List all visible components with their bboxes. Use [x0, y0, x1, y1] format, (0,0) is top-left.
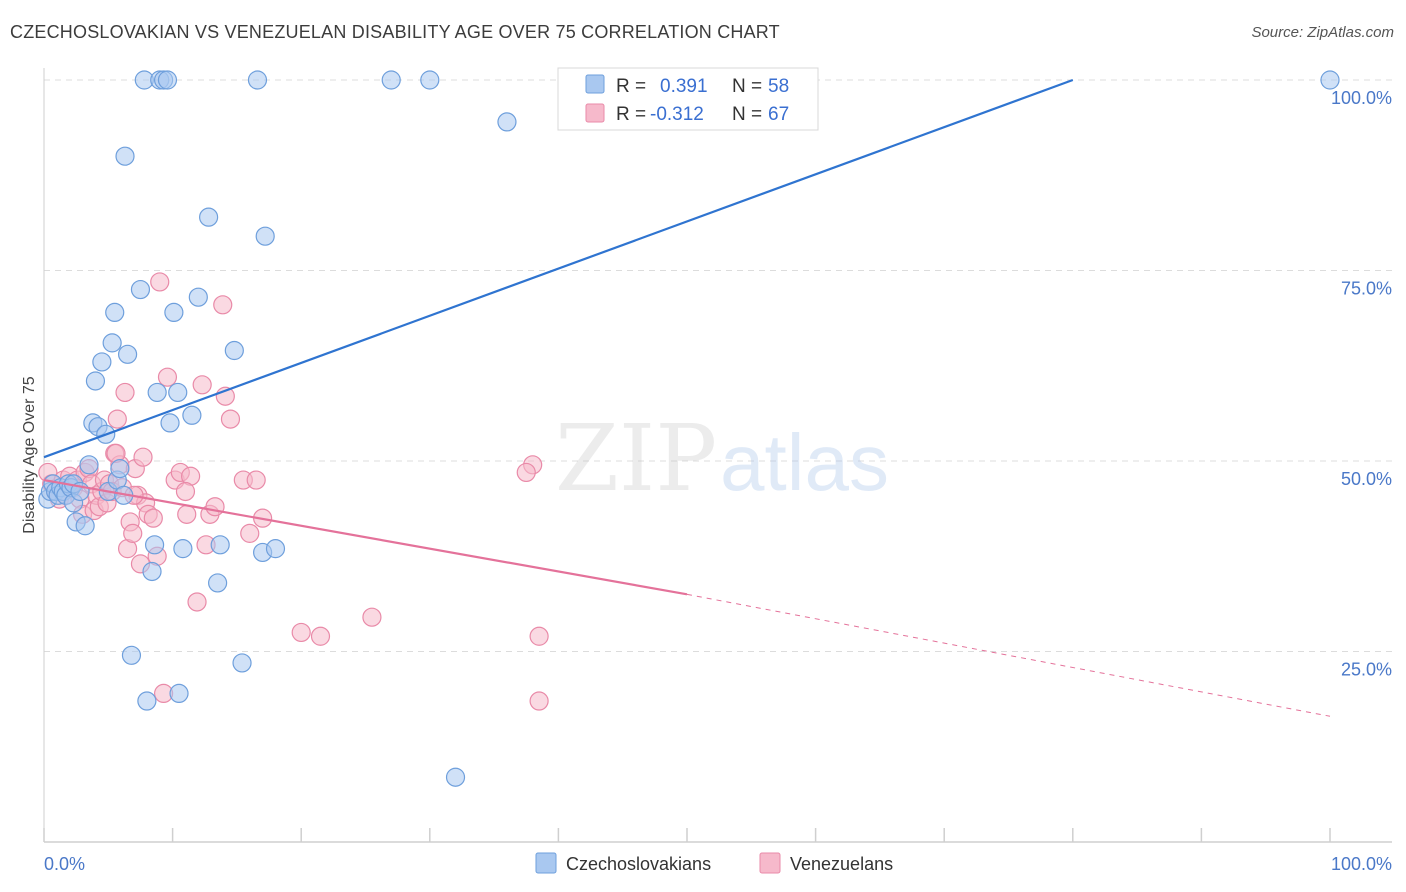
- czechoslovakians-point: [102, 333, 122, 353]
- venezuelans-point: [529, 691, 549, 711]
- czechoslovakians-trend-line: [43, 78, 1074, 459]
- czechoslovakians-point: [169, 683, 189, 704]
- trend-lines: [43, 78, 1331, 717]
- czechoslovakians-point: [210, 535, 230, 555]
- x-tick-label-max: 100.0%: [1331, 854, 1392, 874]
- venezuelans-point: [362, 607, 382, 627]
- czechoslovakians-point: [130, 279, 151, 300]
- legend-r-label-2: R =: [616, 104, 646, 125]
- venezuelans-trend-extension: [686, 593, 1331, 717]
- legend-swatch-blue: [585, 74, 605, 94]
- czechoslovakians-point: [199, 207, 219, 227]
- czechoslovakians-point: [255, 226, 275, 246]
- czechoslovakians-point: [247, 70, 268, 90]
- y-tick-label: 25.0%: [1341, 660, 1392, 680]
- czechoslovakians-point: [420, 70, 440, 90]
- venezuelans-point: [187, 592, 207, 612]
- legend-r-label-1: R =: [616, 76, 646, 97]
- x-ticks: [43, 828, 1331, 842]
- watermark-zip: ZIP: [555, 405, 717, 512]
- y-tick-label: 50.0%: [1341, 469, 1392, 489]
- y-tick-label: 75.0%: [1341, 279, 1392, 299]
- venezuelans-point: [310, 626, 331, 646]
- czechoslovakians-point: [160, 413, 180, 433]
- czechoslovakians-point: [75, 516, 95, 536]
- czechoslovakians-point: [188, 287, 208, 307]
- y-tick-label: 100.0%: [1331, 88, 1392, 108]
- venezuelans-point: [220, 409, 241, 429]
- legend-n-label-1: N =: [732, 76, 762, 97]
- venezuelans-point: [205, 497, 225, 517]
- czechoslovakians-point: [142, 561, 162, 582]
- czechoslovakians-point: [79, 455, 99, 475]
- venezuelans-point: [516, 462, 536, 483]
- czechoslovakians-point: [147, 382, 167, 403]
- czechoslovakians-point: [85, 371, 106, 391]
- venezuelans-point: [291, 622, 311, 643]
- series-legend-label-pink: Venezuelans: [790, 854, 893, 874]
- series-legend-swatch-pink: [759, 852, 781, 874]
- venezuelans-point: [107, 409, 127, 429]
- venezuelans-point: [192, 375, 212, 395]
- venezuelans-point: [133, 447, 153, 467]
- venezuelans-trend-line: [43, 478, 688, 596]
- legend-n-value-2: 67: [768, 104, 789, 125]
- czechoslovakians-point: [105, 302, 125, 323]
- series-legend: Czechoslovakians Venezuelans: [535, 852, 893, 874]
- legend-swatch-pink: [585, 103, 605, 123]
- venezuelans-point: [157, 367, 178, 387]
- legend-r-value-2: -0.312: [650, 104, 704, 125]
- czechoslovakians-point: [121, 645, 142, 665]
- venezuelans-point: [175, 481, 196, 502]
- correlation-legend: R = 0.391 N = 58 R = -0.312 N = 67: [557, 67, 819, 131]
- series-legend-label-blue: Czechoslovakians: [566, 854, 711, 874]
- series-legend-swatch-blue: [535, 852, 557, 874]
- czechoslovakians-point: [115, 146, 135, 166]
- czechoslovakians-point: [137, 691, 157, 711]
- venezuelans-point: [246, 470, 266, 490]
- chart-title: CZECHOSLOVAKIAN VS VENEZUELAN DISABILITY…: [10, 22, 780, 42]
- legend-n-value-1: 58: [768, 76, 789, 97]
- legend-n-label-2: N =: [732, 104, 762, 125]
- venezuelans-point: [213, 295, 233, 315]
- venezuelans-point: [123, 523, 143, 543]
- venezuelans-point: [240, 523, 260, 543]
- czechoslovakians-point: [164, 302, 184, 323]
- czechoslovakians-point: [157, 70, 178, 90]
- czechoslovakians-point: [173, 539, 193, 559]
- venezuelans-point: [150, 272, 170, 292]
- czechoslovakians-point: [168, 382, 188, 403]
- czechoslovakians-point: [1320, 70, 1340, 90]
- watermark: ZIP atlas: [555, 405, 889, 512]
- czechoslovakians-point: [445, 767, 466, 787]
- czechoslovakians-point: [117, 344, 138, 364]
- czechoslovakians-point: [182, 405, 202, 425]
- czechoslovakians-point: [110, 459, 130, 479]
- x-tick-label-min: 0.0%: [44, 854, 85, 874]
- czechoslovakians-point: [497, 112, 517, 132]
- czechoslovakians-point: [381, 70, 401, 90]
- czechoslovakians-point: [224, 340, 244, 361]
- legend-r-value-1: 0.391: [660, 76, 708, 97]
- venezuelans-point: [177, 504, 197, 524]
- czechoslovakians-point: [265, 539, 286, 559]
- venezuelans-point: [143, 508, 163, 528]
- venezuelans-point: [529, 626, 549, 646]
- watermark-atlas: atlas: [720, 418, 889, 507]
- czechoslovakians-point: [232, 653, 252, 673]
- y-tick-labels: 25.0% 50.0% 75.0% 100.0%: [1331, 88, 1392, 680]
- y-axis-label: Disability Age Over 75: [21, 376, 38, 534]
- venezuelans-point: [115, 382, 135, 403]
- gridlines: [44, 79, 1392, 652]
- czechoslovakians-point: [208, 573, 228, 593]
- czechoslovakians-point: [144, 535, 165, 555]
- chart-source: Source: ZipAtlas.com: [1251, 24, 1394, 41]
- czechoslovakians-point: [92, 352, 112, 372]
